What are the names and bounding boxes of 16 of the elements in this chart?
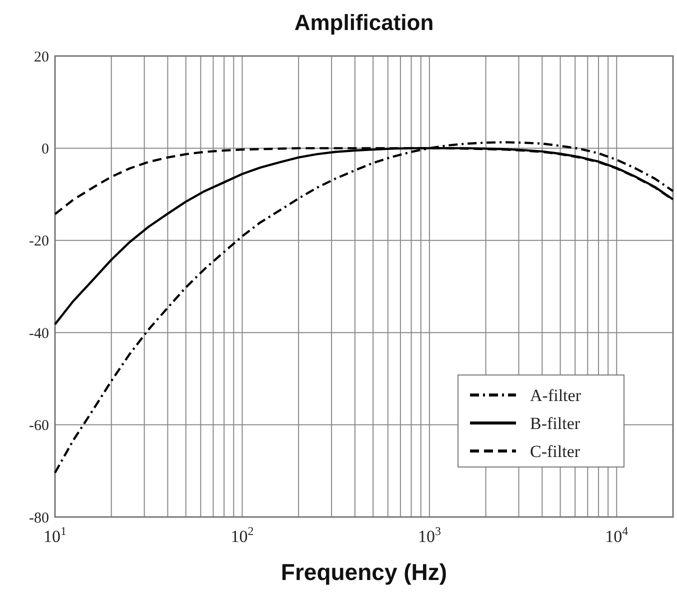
- y-tick-label: 0: [42, 141, 49, 158]
- legend-label: A-filter: [530, 386, 582, 405]
- legend-label: C-filter: [530, 442, 580, 461]
- y-tick-label: -60: [29, 418, 49, 434]
- y-tick-label: -20: [29, 234, 49, 250]
- y-tick-label: -40: [29, 326, 49, 342]
- x-tick-label: 10$^{4}$: [605, 524, 628, 546]
- y-tick-label: 20: [34, 49, 49, 66]
- y-tick-label: -80: [29, 510, 49, 526]
- chart-title: Amplification: [294, 10, 434, 35]
- legend-label: B-filter: [530, 414, 580, 433]
- line-series: [54, 141, 674, 474]
- x-axis-title: Frequency (Hz): [280, 559, 448, 585]
- x-tick-label: 10$^{1}$: [44, 524, 67, 546]
- x-tick-label: 10$^{3}$: [418, 524, 441, 546]
- x-tick-label: 10$^{2}$: [230, 524, 254, 546]
